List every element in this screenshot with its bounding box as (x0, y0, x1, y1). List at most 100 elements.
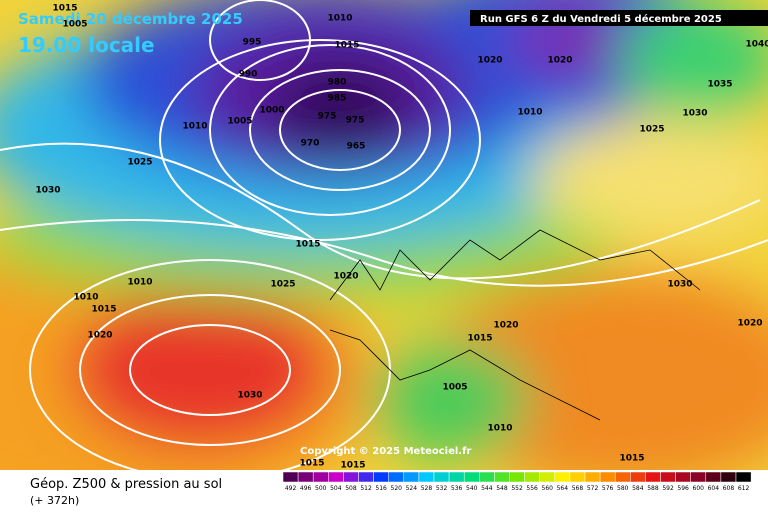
scale-label: 544 (481, 485, 493, 492)
isobar-label: 980 (328, 78, 347, 88)
isobar-label: 1005 (62, 20, 87, 30)
isobar-label: 1020 (333, 272, 358, 282)
isobar-label: 1020 (87, 331, 112, 341)
lead-time: (+ 372h) (30, 494, 79, 507)
isobar-label: 1030 (35, 186, 60, 196)
scale-label: 584 (632, 485, 644, 492)
scale-cell (312, 471, 329, 483)
scale-label: 560 (542, 485, 554, 492)
isobar-label: 1020 (547, 56, 572, 66)
scale-cell (645, 471, 661, 483)
scale-label: 520 (391, 485, 403, 492)
isobar-label: 1015 (340, 461, 365, 471)
scale-label: 524 (406, 485, 418, 492)
scale-cell (735, 471, 752, 483)
isobar-label: 1015 (467, 334, 492, 344)
scale-cell (388, 471, 405, 483)
isobar-label: 1030 (682, 109, 707, 119)
scale-cell (509, 471, 525, 483)
scale-cell (282, 471, 299, 483)
coastlines (329, 229, 701, 421)
scale-cell (569, 471, 586, 483)
isobar-label: 1020 (477, 56, 502, 66)
isobar-label: 1025 (270, 280, 295, 290)
scale-label: 552 (511, 485, 523, 492)
scale-cell (297, 471, 314, 483)
scale-label: 516 (375, 485, 387, 492)
scale-cell (554, 471, 571, 483)
scale-label: 564 (557, 485, 569, 492)
scale-cell (479, 471, 495, 483)
date: Samedi 20 décembre 2025 (18, 10, 243, 28)
scale-cell (705, 471, 722, 483)
isobar-label: 1035 (707, 80, 732, 90)
scale-cell (343, 471, 359, 483)
scale-cell (494, 471, 510, 483)
isobar-label: 1005 (227, 117, 252, 127)
scale-cell (690, 471, 707, 483)
scale-label: 532 (436, 485, 448, 492)
isobar-label: 1000 (259, 106, 284, 116)
isobar-label: 1010 (517, 108, 542, 118)
scale-label: 528 (421, 485, 433, 492)
isobars (0, 0, 768, 470)
scale-label: 572 (587, 485, 599, 492)
scale-cell (524, 471, 540, 483)
scale-cell (630, 471, 646, 483)
isobar-label: 985 (328, 94, 347, 104)
scale-cell (584, 471, 601, 483)
scale-label: 568 (572, 485, 584, 492)
scale-cell (675, 471, 691, 483)
isobar-label: 1010 (127, 278, 152, 288)
isobar-label: 1015 (91, 305, 116, 315)
scale-label: 492 (285, 485, 297, 492)
isobar-label: 1020 (737, 319, 762, 329)
run-box (470, 10, 768, 26)
scale-label: 536 (451, 485, 463, 492)
isobar-label: 1040 (745, 40, 768, 50)
scale-cell (463, 471, 480, 483)
scale-cell (403, 471, 420, 483)
scale-label: 504 (330, 485, 342, 492)
isobar-label: 995 (243, 38, 262, 48)
scale-label: 576 (602, 485, 614, 492)
time: 19.00 locale (18, 33, 155, 57)
scale-label: 612 (738, 485, 750, 492)
isobar-label: 1020 (493, 321, 518, 331)
scale-cell (358, 471, 374, 483)
scale-label: 592 (662, 485, 674, 492)
isobar-label: 975 (318, 112, 337, 122)
scale-cell (418, 471, 435, 483)
scale-label: 580 (617, 485, 629, 492)
isobar-label: 1015 (299, 459, 324, 469)
isobar-label: 965 (347, 142, 366, 152)
scale-cell (660, 471, 676, 483)
scale-cell (599, 471, 616, 483)
scale-cell (614, 471, 631, 483)
scale-label: 500 (315, 485, 327, 492)
scale-label: 496 (300, 485, 312, 492)
scale-label: 600 (693, 485, 705, 492)
isobar-label: 1005 (442, 383, 467, 393)
isobar-label: 970 (301, 139, 320, 149)
isobar-label: 1025 (639, 125, 664, 135)
isobar-label: 1010 (73, 293, 98, 303)
isobar-label: 975 (346, 116, 365, 126)
isobar-label: 1015 (619, 454, 644, 464)
scale-label: 596 (677, 485, 689, 492)
scale-cell (720, 471, 737, 483)
footer-title: Géop. Z500 & pression au sol (30, 477, 222, 492)
scale-cell (539, 471, 556, 483)
scale-label: 556 (526, 485, 538, 492)
scale-cell (328, 471, 344, 483)
isobar-label: 1015 (295, 240, 320, 250)
isobar-label: 1030 (237, 391, 262, 401)
scale-label: 540 (466, 485, 478, 492)
scale-cell (373, 471, 389, 483)
isobar-label: 1010 (487, 424, 512, 434)
isobar-label: 1025 (127, 158, 152, 168)
scale-label: 508 (345, 485, 357, 492)
scale-label: 608 (723, 485, 735, 492)
copyright: Copyright © 2025 Meteociel.fr (300, 446, 471, 457)
